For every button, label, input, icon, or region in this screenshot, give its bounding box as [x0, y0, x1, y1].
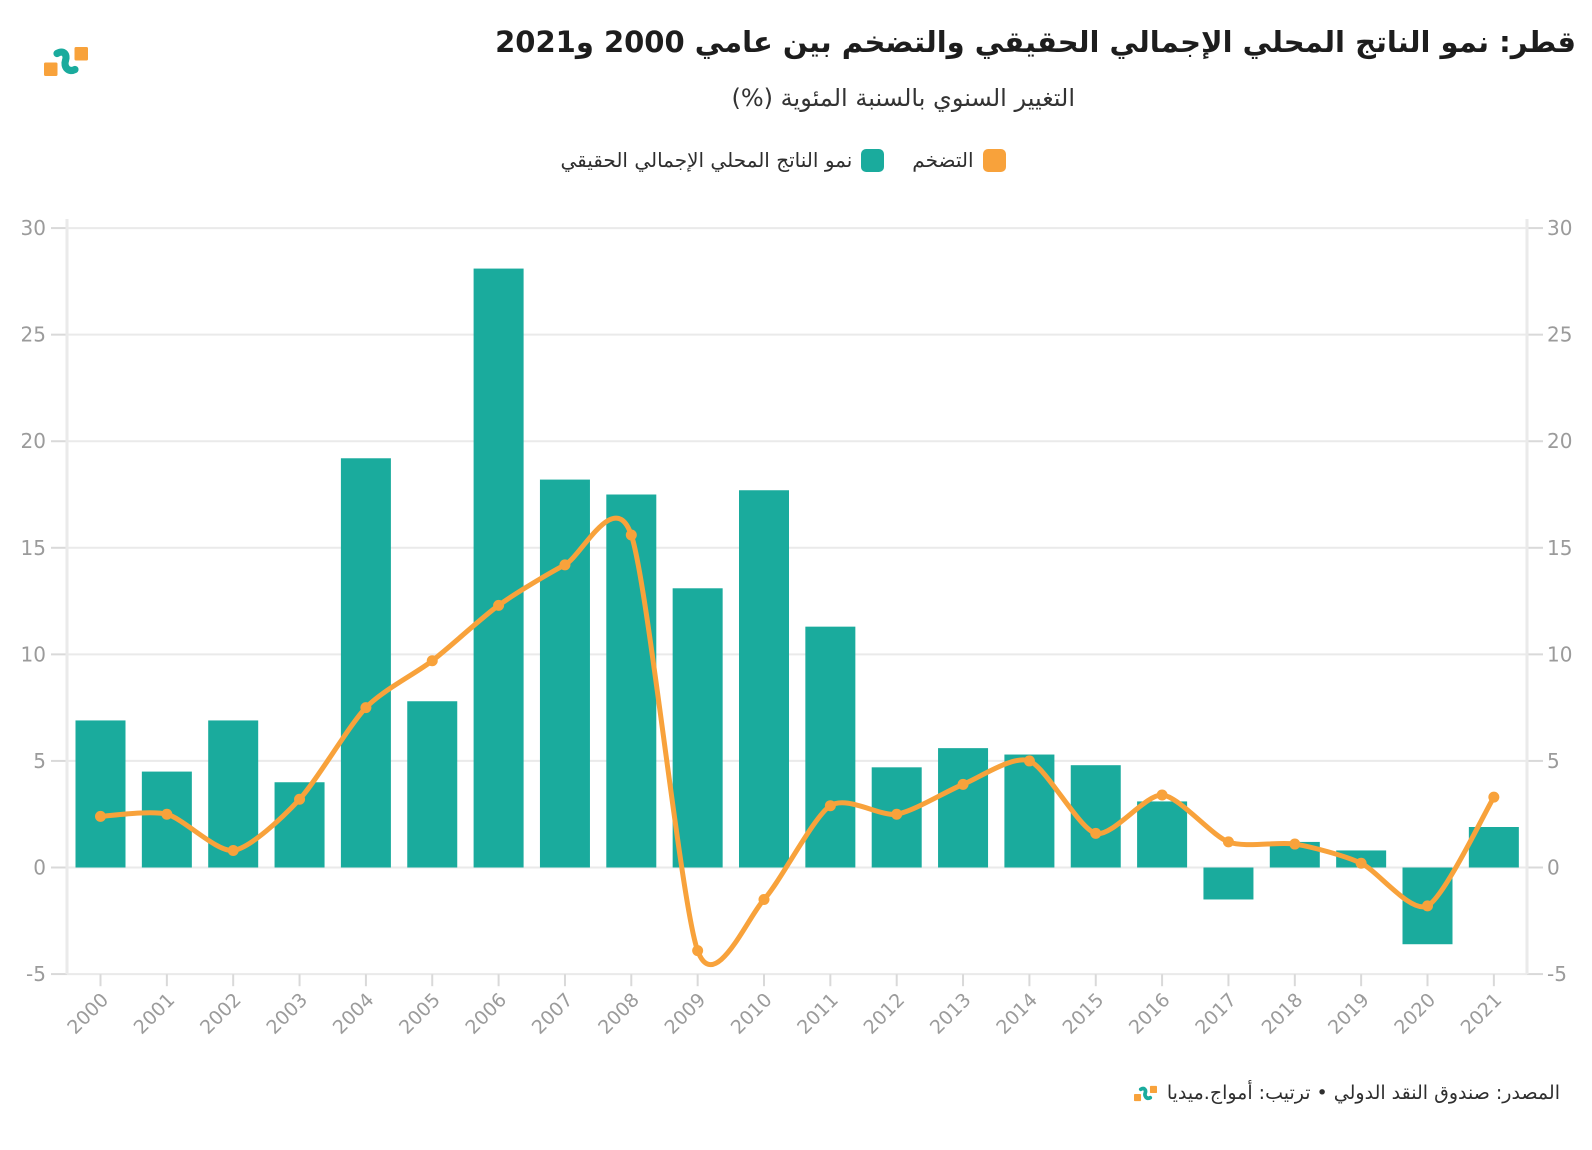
gdp-growth-bar-2010 — [739, 490, 789, 868]
x-axis-label-2020: 2020 — [1390, 989, 1440, 1039]
amwaj-logo-small — [1133, 1085, 1157, 1101]
gdp-growth-bar-2007 — [539, 479, 590, 868]
gdp-growth-bar-2016 — [1137, 801, 1188, 868]
gdp-growth-bar-2014 — [1004, 754, 1055, 868]
inflation-marker-2019 — [1355, 857, 1367, 869]
x-axis-label-2011: 2011 — [793, 989, 843, 1039]
x-axis-label-2009: 2009 — [660, 989, 710, 1039]
inflation-marker-2017 — [1222, 836, 1234, 848]
x-axis-label-2007: 2007 — [528, 989, 578, 1039]
y-axis-label-right-5: 5 — [1547, 749, 1560, 773]
inflation-marker-2015 — [1090, 827, 1102, 839]
y-axis-label-right-20: 20 — [1547, 429, 1572, 453]
x-axis-label-2003: 2003 — [262, 989, 312, 1039]
gdp-growth-bar-2004 — [340, 458, 391, 868]
inflation-marker-2018 — [1289, 838, 1301, 850]
gdp-growth-bar-2006 — [473, 268, 524, 868]
x-axis-label-2017: 2017 — [1191, 989, 1241, 1039]
x-axis-label-2000: 2000 — [63, 989, 113, 1039]
x-axis-label-2021: 2021 — [1457, 989, 1507, 1039]
y-axis-label-left-30: 30 — [21, 216, 46, 240]
inflation-marker-2002 — [227, 844, 239, 856]
x-axis-label-2018: 2018 — [1258, 989, 1308, 1039]
y-axis-label-left-0: 0 — [33, 856, 46, 880]
x-axis-label-2006: 2006 — [461, 989, 511, 1039]
x-axis-label-2002: 2002 — [196, 989, 246, 1039]
inflation-marker-2008 — [625, 529, 637, 541]
x-axis-label-2001: 2001 — [130, 989, 180, 1039]
inflation-marker-2005 — [426, 655, 438, 667]
y-axis-label-right-15: 15 — [1547, 536, 1572, 560]
gdp-growth-bar-2013 — [938, 748, 989, 868]
legend-swatch-gdp-growth — [861, 149, 885, 172]
y-axis-label-left-20: 20 — [21, 429, 46, 453]
inflation-marker-2021 — [1488, 791, 1500, 803]
inflation-marker-2000 — [95, 810, 106, 822]
amwaj-logo-mark — [44, 47, 88, 76]
inflation-marker-2007 — [559, 559, 571, 571]
y-axis-label-left-10: 10 — [21, 642, 46, 666]
y-axis-label-left-15: 15 — [21, 536, 46, 560]
legend-label-gdp-growth: نمو الناتج المحلي الإجمالي الحقيقي — [560, 148, 853, 172]
legend-item-gdp-growth: نمو الناتج المحلي الإجمالي الحقيقي — [560, 148, 885, 172]
legend-item-inflation: التضخم — [912, 148, 1006, 172]
page-title: قطر: نمو الناتج المحلي الإجمالي الحقيقي … — [495, 25, 1576, 59]
legend-label-inflation: التضخم — [912, 148, 974, 172]
inflation-marker-2013 — [957, 778, 969, 790]
gdp-growth-bar-2008 — [606, 494, 657, 868]
x-axis-label-2016: 2016 — [1125, 989, 1175, 1039]
source-line: المصدر: صندوق النقد الدولي • ترتيب: أموا… — [1133, 1080, 1560, 1106]
chart-subtitle: التغيير السنوي بالسنبة المئوية (%) — [731, 84, 1076, 112]
legend: التضخم نمو الناتج المحلي الإجمالي الحقيق… — [0, 149, 1566, 172]
source-text: المصدر: صندوق النقد الدولي • ترتيب: أموا… — [1166, 1082, 1560, 1104]
x-axis-label-2004: 2004 — [329, 989, 379, 1039]
inflation-marker-2006 — [493, 599, 505, 611]
y-axis-label-right-30: 30 — [1547, 216, 1572, 240]
inflation-marker-2009 — [692, 945, 704, 957]
y-axis-label-left-5: 5 — [33, 749, 46, 773]
y-axis-label-right-25: 25 — [1547, 323, 1572, 347]
inflation-marker-2004 — [360, 702, 372, 714]
y-axis-label-right-0: 0 — [1547, 856, 1560, 880]
y-axis-label-left--5: -5 — [26, 962, 46, 986]
y-axis-label-right--5: -5 — [1547, 962, 1567, 986]
y-axis-label-left-25: 25 — [21, 323, 46, 347]
gdp-growth-bar-2009 — [672, 588, 723, 868]
gdp-growth-bar-2000 — [75, 720, 126, 868]
y-axis-label-right-10: 10 — [1547, 642, 1572, 666]
x-axis-label-2005: 2005 — [395, 989, 445, 1039]
inflation-marker-2014 — [1023, 755, 1035, 767]
inflation-marker-2011 — [824, 800, 836, 812]
x-axis-label-2015: 2015 — [1059, 989, 1109, 1039]
x-axis-label-2013: 2013 — [926, 989, 976, 1039]
legend-swatch-inflation — [982, 149, 1006, 172]
x-axis-label-2019: 2019 — [1324, 989, 1374, 1039]
gdp-growth-bar-2017 — [1203, 867, 1254, 900]
amwaj-logo — [44, 46, 88, 81]
inflation-marker-2003 — [294, 793, 306, 805]
inflation-marker-2016 — [1156, 789, 1168, 801]
x-axis-label-2012: 2012 — [859, 989, 909, 1039]
inflation-marker-2012 — [891, 808, 903, 820]
x-axis-label-2014: 2014 — [992, 989, 1042, 1039]
x-axis-label-2008: 2008 — [594, 989, 644, 1039]
inflation-marker-2001 — [161, 808, 173, 820]
inflation-marker-2010 — [758, 893, 770, 905]
gdp-growth-bar-2011 — [805, 626, 856, 868]
inflation-line — [98, 515, 1497, 968]
inflation-marker-2020 — [1422, 900, 1433, 912]
x-axis-label-2010: 2010 — [727, 989, 777, 1039]
gdp-growth-bar-2005 — [407, 701, 458, 868]
